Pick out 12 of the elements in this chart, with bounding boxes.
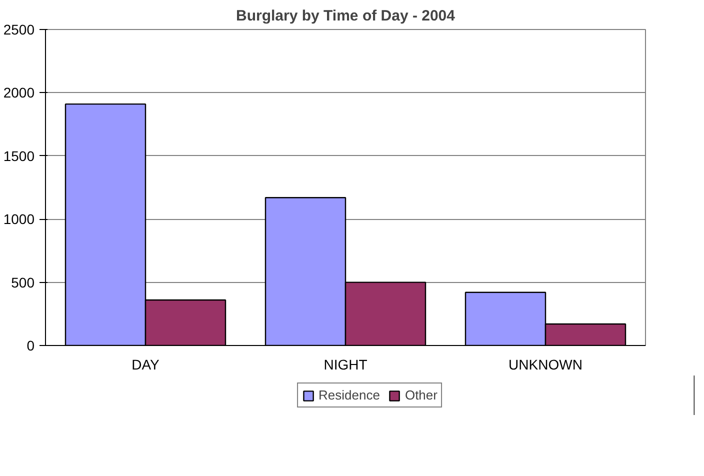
y-tick-label: 2500 [3, 22, 35, 38]
y-tick-label: 1000 [3, 211, 35, 228]
x-tick-label: DAY [132, 356, 160, 372]
y-tick-label: 1500 [3, 148, 35, 164]
y-tick-label: 2000 [3, 84, 35, 101]
x-tick-label: UNKNOWN [508, 356, 582, 372]
x-tick-label: NIGHT [324, 356, 368, 372]
legend-label: Other [404, 388, 438, 402]
y-tick-label: 0 [26, 338, 35, 354]
legend-label: Residence [318, 388, 380, 402]
y-tick-label: 500 [11, 274, 35, 290]
chart-title: Burglary by Time of Day - 2004 [236, 8, 456, 24]
